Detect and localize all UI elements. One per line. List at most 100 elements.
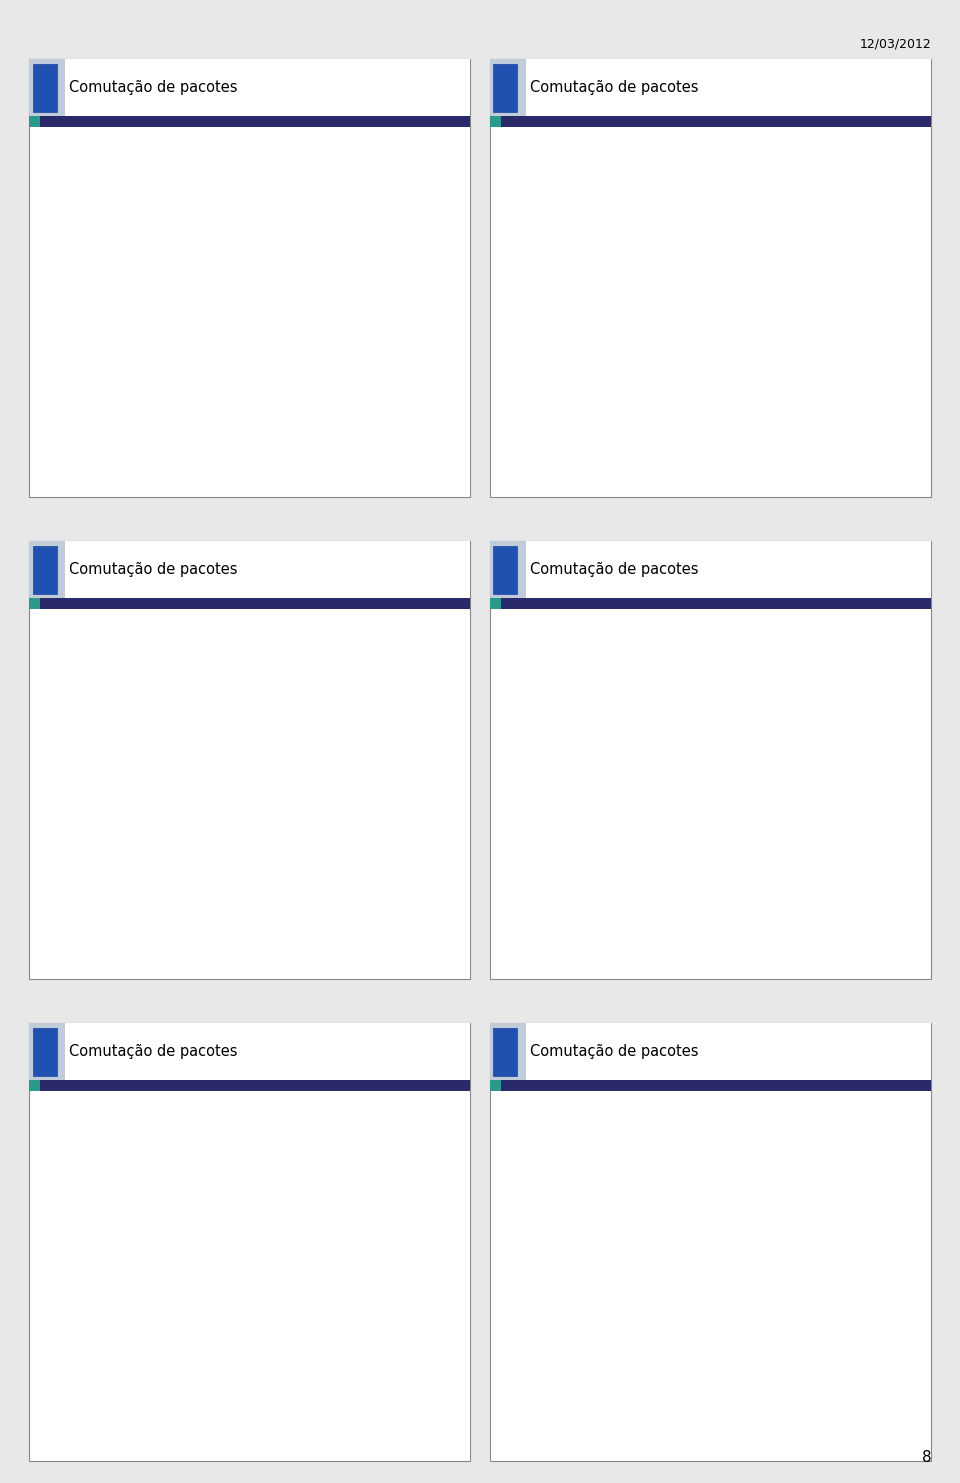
- Bar: [773, 1127, 801, 1151]
- Bar: [182, 756, 187, 780]
- Bar: [397, 777, 421, 780]
- Bar: [773, 645, 801, 669]
- Bar: [773, 679, 797, 703]
- FancyBboxPatch shape: [700, 675, 752, 706]
- Circle shape: [743, 248, 781, 280]
- Text: □ Recursos são compartilhados e usado sob-demanda: □ Recursos são compartilhados e usado so…: [51, 217, 336, 227]
- Bar: [839, 1283, 876, 1308]
- Ellipse shape: [749, 851, 914, 952]
- FancyBboxPatch shape: [568, 184, 611, 228]
- FancyBboxPatch shape: [719, 289, 926, 442]
- Bar: [393, 744, 426, 767]
- Text: □ O enlace fica reservado a um pacote apenas durante o: □ O enlace fica reservado a um pacote ap…: [68, 344, 349, 354]
- Text: L/R = tempo de
transmissão de uma
mensagem L com uma
taxa de R bps: L/R = tempo de transmissão de uma mensag…: [736, 307, 840, 351]
- Bar: [850, 1308, 865, 1318]
- Text: Comutação de pacotes: Comutação de pacotes: [69, 562, 238, 577]
- Ellipse shape: [179, 718, 234, 819]
- FancyBboxPatch shape: [700, 1123, 752, 1154]
- Circle shape: [633, 1290, 667, 1318]
- Bar: [512, 822, 536, 838]
- Text: □ Atraso = 15 segundos (3*L/R): □ Atraso = 15 segundos (3*L/R): [512, 402, 680, 412]
- Ellipse shape: [672, 1232, 835, 1361]
- Bar: [210, 756, 215, 780]
- Bar: [801, 679, 825, 703]
- Circle shape: [741, 1295, 766, 1314]
- Text: transmitidos: transmitidos: [51, 1250, 118, 1261]
- Bar: [853, 1427, 879, 1431]
- Bar: [69, 707, 102, 731]
- Text: □ Após transmitir um pacote, o enlace ou canal fica: □ Após transmitir um pacote, o enlace ou…: [51, 264, 324, 274]
- Text: Comutação de pacotes: Comutação de pacotes: [530, 1044, 699, 1059]
- Circle shape: [793, 1373, 818, 1394]
- Bar: [297, 750, 308, 787]
- Bar: [402, 767, 417, 777]
- Bar: [853, 945, 879, 949]
- Text: = WAN: = WAN: [542, 785, 576, 795]
- Bar: [188, 756, 193, 780]
- FancyBboxPatch shape: [700, 1157, 752, 1188]
- Text: □ Congestionametos: pacotes são enfileirados nos elementos: □ Congestionametos: pacotes são enfileir…: [51, 1200, 354, 1209]
- Text: elemento (roteador ou host): elemento (roteador ou host): [72, 1381, 192, 1390]
- Text: intermediários da rede para serem processados e: intermediários da rede para serem proces…: [51, 1225, 300, 1235]
- Text: =: =: [756, 1167, 764, 1178]
- Text: reserva de recursos): reserva de recursos): [51, 314, 165, 325]
- Bar: [73, 848, 98, 853]
- Bar: [829, 679, 853, 703]
- Text: A: A: [37, 704, 46, 715]
- Text: M2: M2: [718, 687, 732, 696]
- Text: □ Como não há reserva de recursos:: □ Como não há reserva de recursos:: [51, 1112, 243, 1123]
- Bar: [284, 750, 295, 787]
- Ellipse shape: [749, 1333, 914, 1434]
- Circle shape: [637, 1295, 662, 1314]
- Circle shape: [793, 891, 818, 912]
- Text: pacotes: pacotes: [68, 176, 114, 187]
- Text: M1: M1: [718, 651, 732, 661]
- Text: vez: vez: [51, 1308, 74, 1318]
- Text: □ R = 1.5 Mbps: □ R = 1.5 Mbps: [512, 369, 594, 380]
- Text: Comutação de pacotes: Comutação de pacotes: [530, 562, 699, 577]
- Text: □ A mensagem a ser transmitida é dividida em: □ A mensagem a ser transmitida é dividid…: [51, 151, 299, 162]
- Circle shape: [788, 887, 823, 916]
- Text: =: =: [756, 685, 764, 696]
- Ellipse shape: [348, 728, 392, 808]
- Bar: [858, 934, 874, 945]
- Bar: [527, 264, 548, 279]
- Text: □ Pedidos por recursos podem extrapolar a capacidade real: □ Pedidos por recursos podem extrapolar …: [68, 1140, 362, 1151]
- Bar: [530, 826, 545, 836]
- Bar: [310, 750, 321, 787]
- Text: Comutação de pacotes: Comutação de pacotes: [530, 80, 699, 95]
- Bar: [519, 801, 556, 826]
- Text: □ L = 7.5 Mbits: □ L = 7.5 Mbits: [512, 337, 593, 347]
- Text: 8: 8: [922, 1450, 931, 1465]
- Bar: [279, 743, 336, 793]
- Text: M2: M2: [718, 1169, 732, 1178]
- Text: Comutação de pacotes: Comutação de pacotes: [69, 1044, 238, 1059]
- Text: □ Exemplo:: □ Exemplo:: [512, 1112, 577, 1123]
- Circle shape: [788, 1369, 823, 1398]
- Text: C: C: [418, 704, 426, 715]
- Text: L: L: [586, 196, 593, 209]
- Text: B: B: [37, 814, 46, 823]
- Bar: [512, 782, 536, 799]
- Bar: [848, 1393, 884, 1416]
- Bar: [848, 911, 884, 934]
- Text: Comutação de pacotes: Comutação de pacotes: [69, 80, 238, 95]
- FancyBboxPatch shape: [700, 641, 752, 672]
- Bar: [773, 1161, 801, 1185]
- Bar: [849, 277, 883, 283]
- Circle shape: [741, 813, 766, 832]
- Bar: [200, 756, 204, 780]
- Text: R: R: [534, 314, 541, 325]
- Text: 10 Mbits/s: 10 Mbits/s: [124, 678, 167, 687]
- Bar: [524, 1318, 550, 1321]
- Bar: [845, 836, 870, 839]
- Circle shape: [639, 248, 678, 280]
- Bar: [805, 1127, 833, 1151]
- Bar: [519, 1283, 556, 1308]
- Bar: [205, 756, 210, 780]
- Bar: [564, 1283, 581, 1304]
- Ellipse shape: [534, 753, 697, 891]
- Bar: [805, 645, 833, 669]
- Bar: [73, 740, 98, 744]
- Text: tempo de transmissão do pacote: tempo de transmissão do pacote: [77, 369, 244, 380]
